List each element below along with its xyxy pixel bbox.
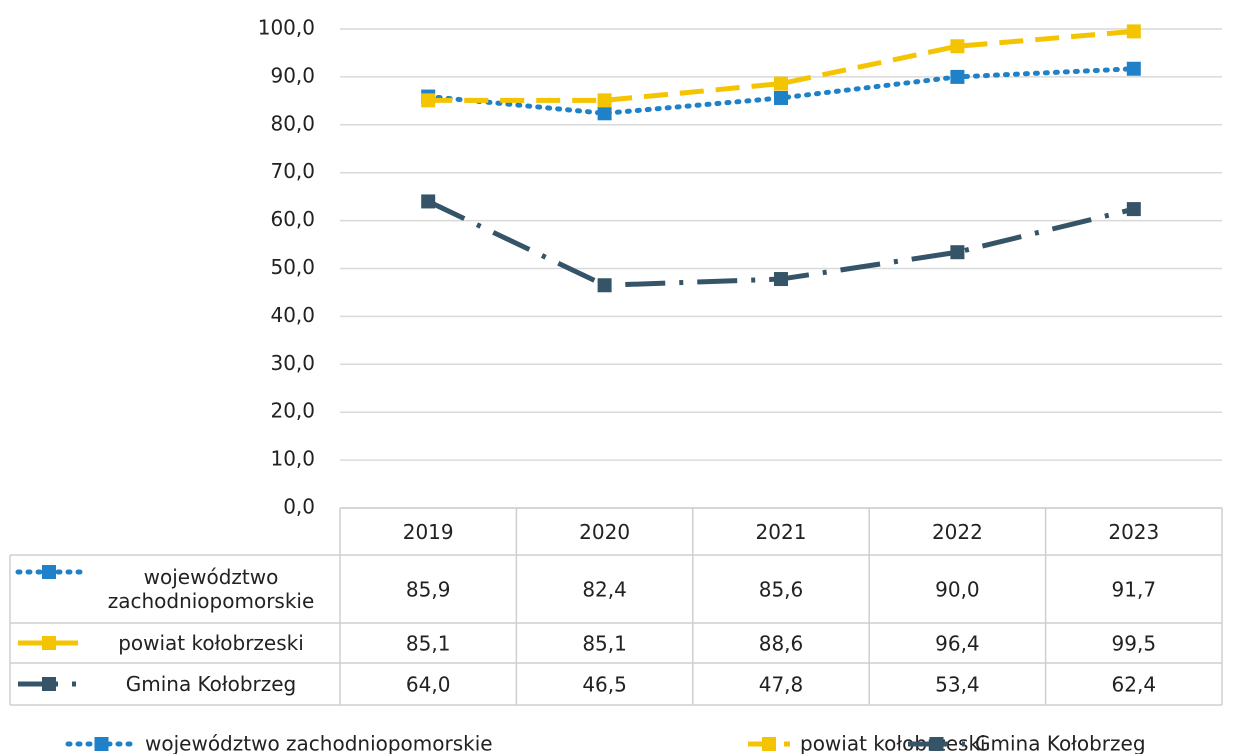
point-marker	[774, 76, 788, 91]
point-marker	[950, 69, 965, 84]
point-marker	[950, 245, 965, 260]
point-marker	[774, 90, 788, 105]
x-tick-label: 2022	[932, 520, 983, 544]
legend-marker	[42, 677, 56, 691]
x-tick-label: 2020	[579, 520, 630, 544]
x-tick-label: 2023	[1108, 520, 1159, 544]
series-name: województwo zachodniopomorskie	[107, 565, 315, 613]
legend-label: powiat kołobrzeski	[800, 732, 986, 754]
legend-marker	[42, 565, 56, 579]
point-marker	[597, 278, 612, 293]
legend-marker	[929, 737, 944, 751]
table-row-header: województwo zachodniopomorskie	[107, 565, 315, 613]
y-tick-label: 70,0	[270, 159, 315, 183]
series-line	[428, 28, 1135, 103]
y-tick-label: 80,0	[270, 111, 315, 135]
data-label: 47,8	[759, 673, 804, 697]
legend-label: Gmina Kołobrzeg	[975, 732, 1146, 754]
point-marker	[1126, 61, 1141, 76]
legend-marker	[762, 737, 776, 751]
data-label: 88,6	[759, 632, 804, 656]
legend-marker	[94, 737, 109, 751]
data-label: 82,4	[582, 578, 627, 602]
y-tick-label: 20,0	[270, 399, 315, 423]
point-marker	[597, 106, 612, 121]
data-label: 85,1	[406, 632, 451, 656]
y-tick-label: 100,0	[258, 16, 315, 40]
y-tick-label: 0,0	[283, 495, 315, 519]
legend-label: województwo zachodniopomorskie	[145, 732, 493, 754]
x-tick-label: 2019	[403, 520, 454, 544]
data-label: 53,4	[935, 673, 980, 697]
data-label: 64,0	[406, 673, 451, 697]
data-label: 85,9	[406, 578, 451, 602]
y-tick-label: 30,0	[270, 351, 315, 375]
legend-marker	[42, 636, 56, 650]
point-marker	[774, 272, 788, 287]
data-label: 85,6	[759, 578, 804, 602]
y-tick-label: 50,0	[270, 255, 315, 279]
data-label: 85,1	[582, 632, 627, 656]
x-tick-label: 2021	[756, 520, 807, 544]
point-marker	[950, 39, 965, 54]
y-tick-label: 40,0	[270, 303, 315, 327]
point-marker	[1126, 24, 1141, 39]
table-row-header: powiat kołobrzeski	[118, 631, 304, 655]
point-marker	[421, 194, 436, 209]
y-tick-label: 10,0	[270, 447, 315, 471]
point-marker	[1126, 202, 1141, 217]
data-label: 91,7	[1112, 578, 1157, 602]
data-label: 90,0	[935, 578, 980, 602]
data-label: 62,4	[1112, 673, 1157, 697]
y-tick-label: 90,0	[270, 63, 315, 87]
y-tick-label: 60,0	[270, 207, 315, 231]
data-label: 46,5	[582, 673, 627, 697]
data-label: 96,4	[935, 632, 980, 656]
point-marker	[421, 93, 436, 108]
point-marker	[597, 93, 612, 108]
series-name: powiat kołobrzeski	[118, 631, 304, 655]
data-label: 99,5	[1112, 632, 1157, 656]
series-name: Gmina Kołobrzeg	[125, 672, 297, 696]
table-row-header: Gmina Kołobrzeg	[125, 672, 297, 696]
